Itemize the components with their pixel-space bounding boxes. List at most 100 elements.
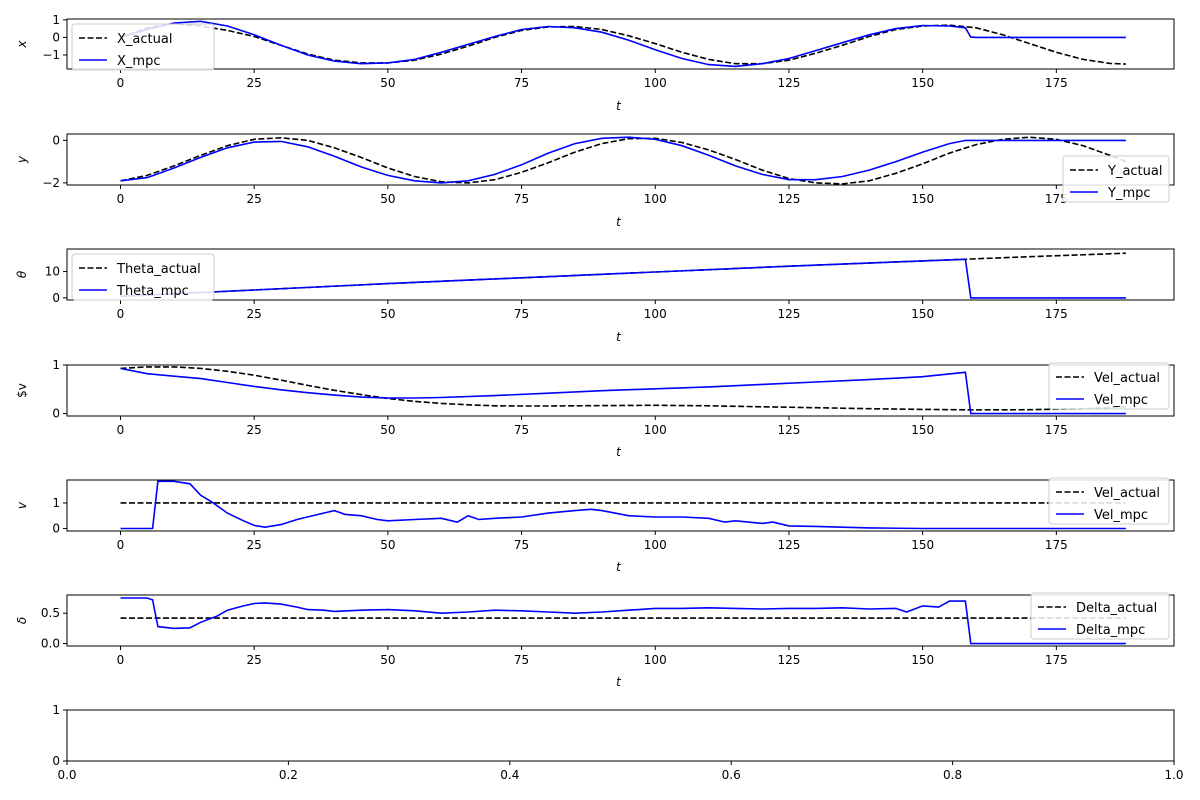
x-tick-label: 0: [117, 192, 125, 206]
x-tick-label: 175: [1045, 307, 1068, 321]
axes-frame: [66, 364, 1175, 417]
y-tick-label: 0: [52, 291, 60, 305]
x-tick-label: 75: [514, 653, 529, 667]
subplot-4: 0 25 50 75 100 125 150 175 0 1 t $v Vel_actual Vel_mp…: [15, 358, 1175, 459]
legend-entry: Y_mpc: [1107, 186, 1151, 201]
legend-entry: Y_actual: [1107, 164, 1162, 179]
subplot-5: 0 25 50 75 100 125 150 175 0 1 t v Vel_actual Vel_mpc: [15, 477, 1175, 574]
x-tick-label: 150: [911, 307, 934, 321]
x-tick-label: 150: [911, 192, 934, 206]
legend: Theta_actual Theta_mpc: [71, 253, 215, 301]
series-line-theta-mpc: [120, 258, 1126, 299]
x-tick-label: 150: [911, 423, 934, 437]
subplot-7: 0.0 0.2 0.4 0.6 0.8 1.0 0 1: [52, 703, 1183, 782]
x-tick-label: 75: [514, 538, 529, 552]
x-tick-label: 50: [380, 76, 395, 90]
x-tick-label: 0.0: [57, 768, 76, 782]
series-line-vel-actual: [120, 366, 1126, 411]
legend-entry: Vel_actual: [1094, 371, 1160, 386]
x-tick-label: 0.6: [722, 768, 741, 782]
x-tick-label: 100: [644, 192, 667, 206]
x-tick-label: 100: [644, 76, 667, 90]
legend-entry: Vel_actual: [1094, 486, 1160, 501]
x-tick-label: 0: [117, 423, 125, 437]
legend-entry: Delta_actual: [1076, 601, 1157, 616]
legend-box: [71, 253, 215, 301]
x-tick-label: 150: [911, 538, 934, 552]
subplot-1: 0 25 50 75 100 125 150 175 −1 0 1 t x X_actual X_mpc: [15, 13, 1175, 113]
legend-entry: Theta_mpc: [116, 284, 189, 299]
series-line-y-actual: [120, 136, 1127, 185]
subplot-6: 0 25 50 75 100 125 150 1750.00.5tδDelta_actualD…: [15, 592, 1175, 689]
legend: Vel_actual Vel_mpc: [1048, 362, 1170, 410]
x-tick-label: 175: [1045, 192, 1068, 206]
x-tick-label: 125: [778, 192, 801, 206]
x-tick-label: 125: [778, 653, 801, 667]
x-tick-label: 0: [117, 307, 125, 321]
y-tick-label: 0: [52, 521, 60, 535]
legend-entry: Vel_mpc: [1094, 508, 1148, 523]
x-tick-label: 75: [514, 423, 529, 437]
y-tick-label: 0: [52, 133, 60, 147]
x-tick-label: 50: [380, 307, 395, 321]
series-line-vel-mpc: [120, 480, 1126, 530]
x-tick-label: 175: [1045, 423, 1068, 437]
x-tick-label: 75: [514, 76, 529, 90]
x-tick-label: 25: [247, 423, 262, 437]
series-line-vel-mpc: [120, 367, 1126, 415]
x-tick-label: 0: [117, 653, 125, 667]
y-tick-label: −2: [42, 176, 60, 190]
y-tick-label: 1: [52, 703, 60, 717]
series-line-delta-mpc: [120, 597, 1126, 645]
x-axis-label: t: [616, 330, 622, 344]
axes-frame: [66, 133, 1175, 186]
legend-entry: Delta_mpc: [1076, 623, 1145, 638]
x-tick-label: 50: [380, 423, 395, 437]
y-tick-label: 1: [52, 13, 60, 27]
y-tick-label: 0: [52, 754, 60, 768]
x-tick-label: 100: [644, 538, 667, 552]
y-tick-label: 0: [52, 407, 60, 421]
legend: Delta_actual Delta_mpc: [1030, 592, 1170, 640]
x-tick-label: 0: [117, 76, 125, 90]
y-axis-label: x: [15, 40, 29, 49]
x-tick-label: 100: [644, 423, 667, 437]
x-tick-label: 175: [1045, 653, 1068, 667]
x-axis-label: t: [616, 99, 622, 113]
y-tick-label: 10: [45, 264, 60, 278]
x-tick-label: 100: [644, 307, 667, 321]
series-line-x-actual: [120, 22, 1126, 65]
x-axis-label: t: [616, 445, 622, 459]
x-tick-label: 125: [778, 538, 801, 552]
x-tick-label: 125: [778, 423, 801, 437]
x-tick-label: 0.8: [943, 768, 962, 782]
x-tick-label: 125: [778, 307, 801, 321]
y-axis-label: θ: [15, 270, 29, 278]
x-tick-label: 25: [247, 76, 262, 90]
x-tick-label: 50: [380, 192, 395, 206]
legend: X_actual X_mpc: [71, 23, 215, 71]
y-tick-label: 0.5: [41, 606, 60, 620]
x-tick-label: 50: [380, 538, 395, 552]
axes-frame: [66, 479, 1175, 532]
legend-box: [1048, 477, 1170, 525]
axes-frame: [66, 18, 1175, 70]
x-tick-label: 150: [911, 76, 934, 90]
x-tick-label: 175: [1045, 76, 1068, 90]
subplot-2: 0 25 50 75 100 125 150 175 −2 0 t y Y_actual Y_mpc: [15, 133, 1175, 229]
x-tick-label: 25: [247, 307, 262, 321]
y-tick-label: 1: [52, 358, 60, 372]
y-tick-label: 1: [52, 496, 60, 510]
y-axis-label: δ: [15, 617, 29, 624]
x-tick-label: 75: [514, 192, 529, 206]
x-tick-label: 175: [1045, 538, 1068, 552]
legend-box: [71, 23, 215, 71]
axes-frame: [66, 594, 1175, 647]
legend-entry: X_actual: [117, 32, 172, 47]
legend-box: [1048, 362, 1170, 410]
legend-entry: X_mpc: [117, 54, 160, 69]
x-tick-label: 150: [911, 653, 934, 667]
y-axis-label: y: [15, 155, 29, 164]
